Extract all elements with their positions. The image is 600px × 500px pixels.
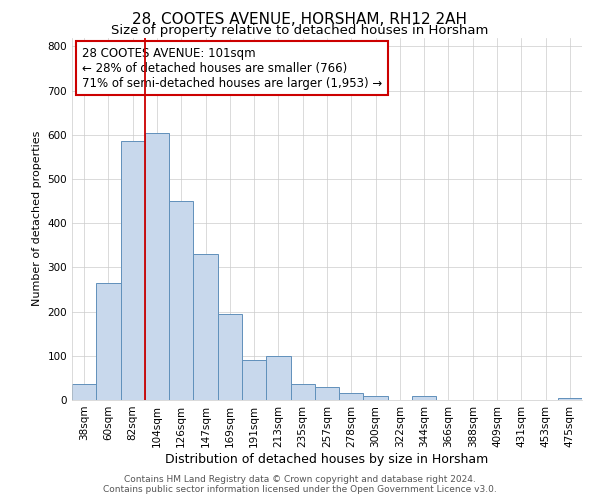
- Bar: [412, 396, 436, 400]
- Text: 28, COOTES AVENUE, HORSHAM, RH12 2AH: 28, COOTES AVENUE, HORSHAM, RH12 2AH: [133, 12, 467, 28]
- X-axis label: Distribution of detached houses by size in Horsham: Distribution of detached houses by size …: [166, 452, 488, 466]
- Bar: [315, 386, 339, 400]
- Bar: [339, 394, 364, 400]
- Bar: [364, 396, 388, 400]
- Bar: [290, 384, 315, 400]
- Bar: [218, 314, 242, 400]
- Bar: [558, 398, 582, 400]
- Text: 28 COOTES AVENUE: 101sqm
← 28% of detached houses are smaller (766)
71% of semi-: 28 COOTES AVENUE: 101sqm ← 28% of detach…: [82, 46, 382, 90]
- Bar: [145, 132, 169, 400]
- Bar: [121, 142, 145, 400]
- Bar: [242, 360, 266, 400]
- Bar: [193, 254, 218, 400]
- Y-axis label: Number of detached properties: Number of detached properties: [32, 131, 42, 306]
- Bar: [96, 283, 121, 400]
- Text: Size of property relative to detached houses in Horsham: Size of property relative to detached ho…: [112, 24, 488, 37]
- Bar: [266, 356, 290, 400]
- Text: Contains HM Land Registry data © Crown copyright and database right 2024.
Contai: Contains HM Land Registry data © Crown c…: [103, 474, 497, 494]
- Bar: [169, 201, 193, 400]
- Bar: [72, 384, 96, 400]
